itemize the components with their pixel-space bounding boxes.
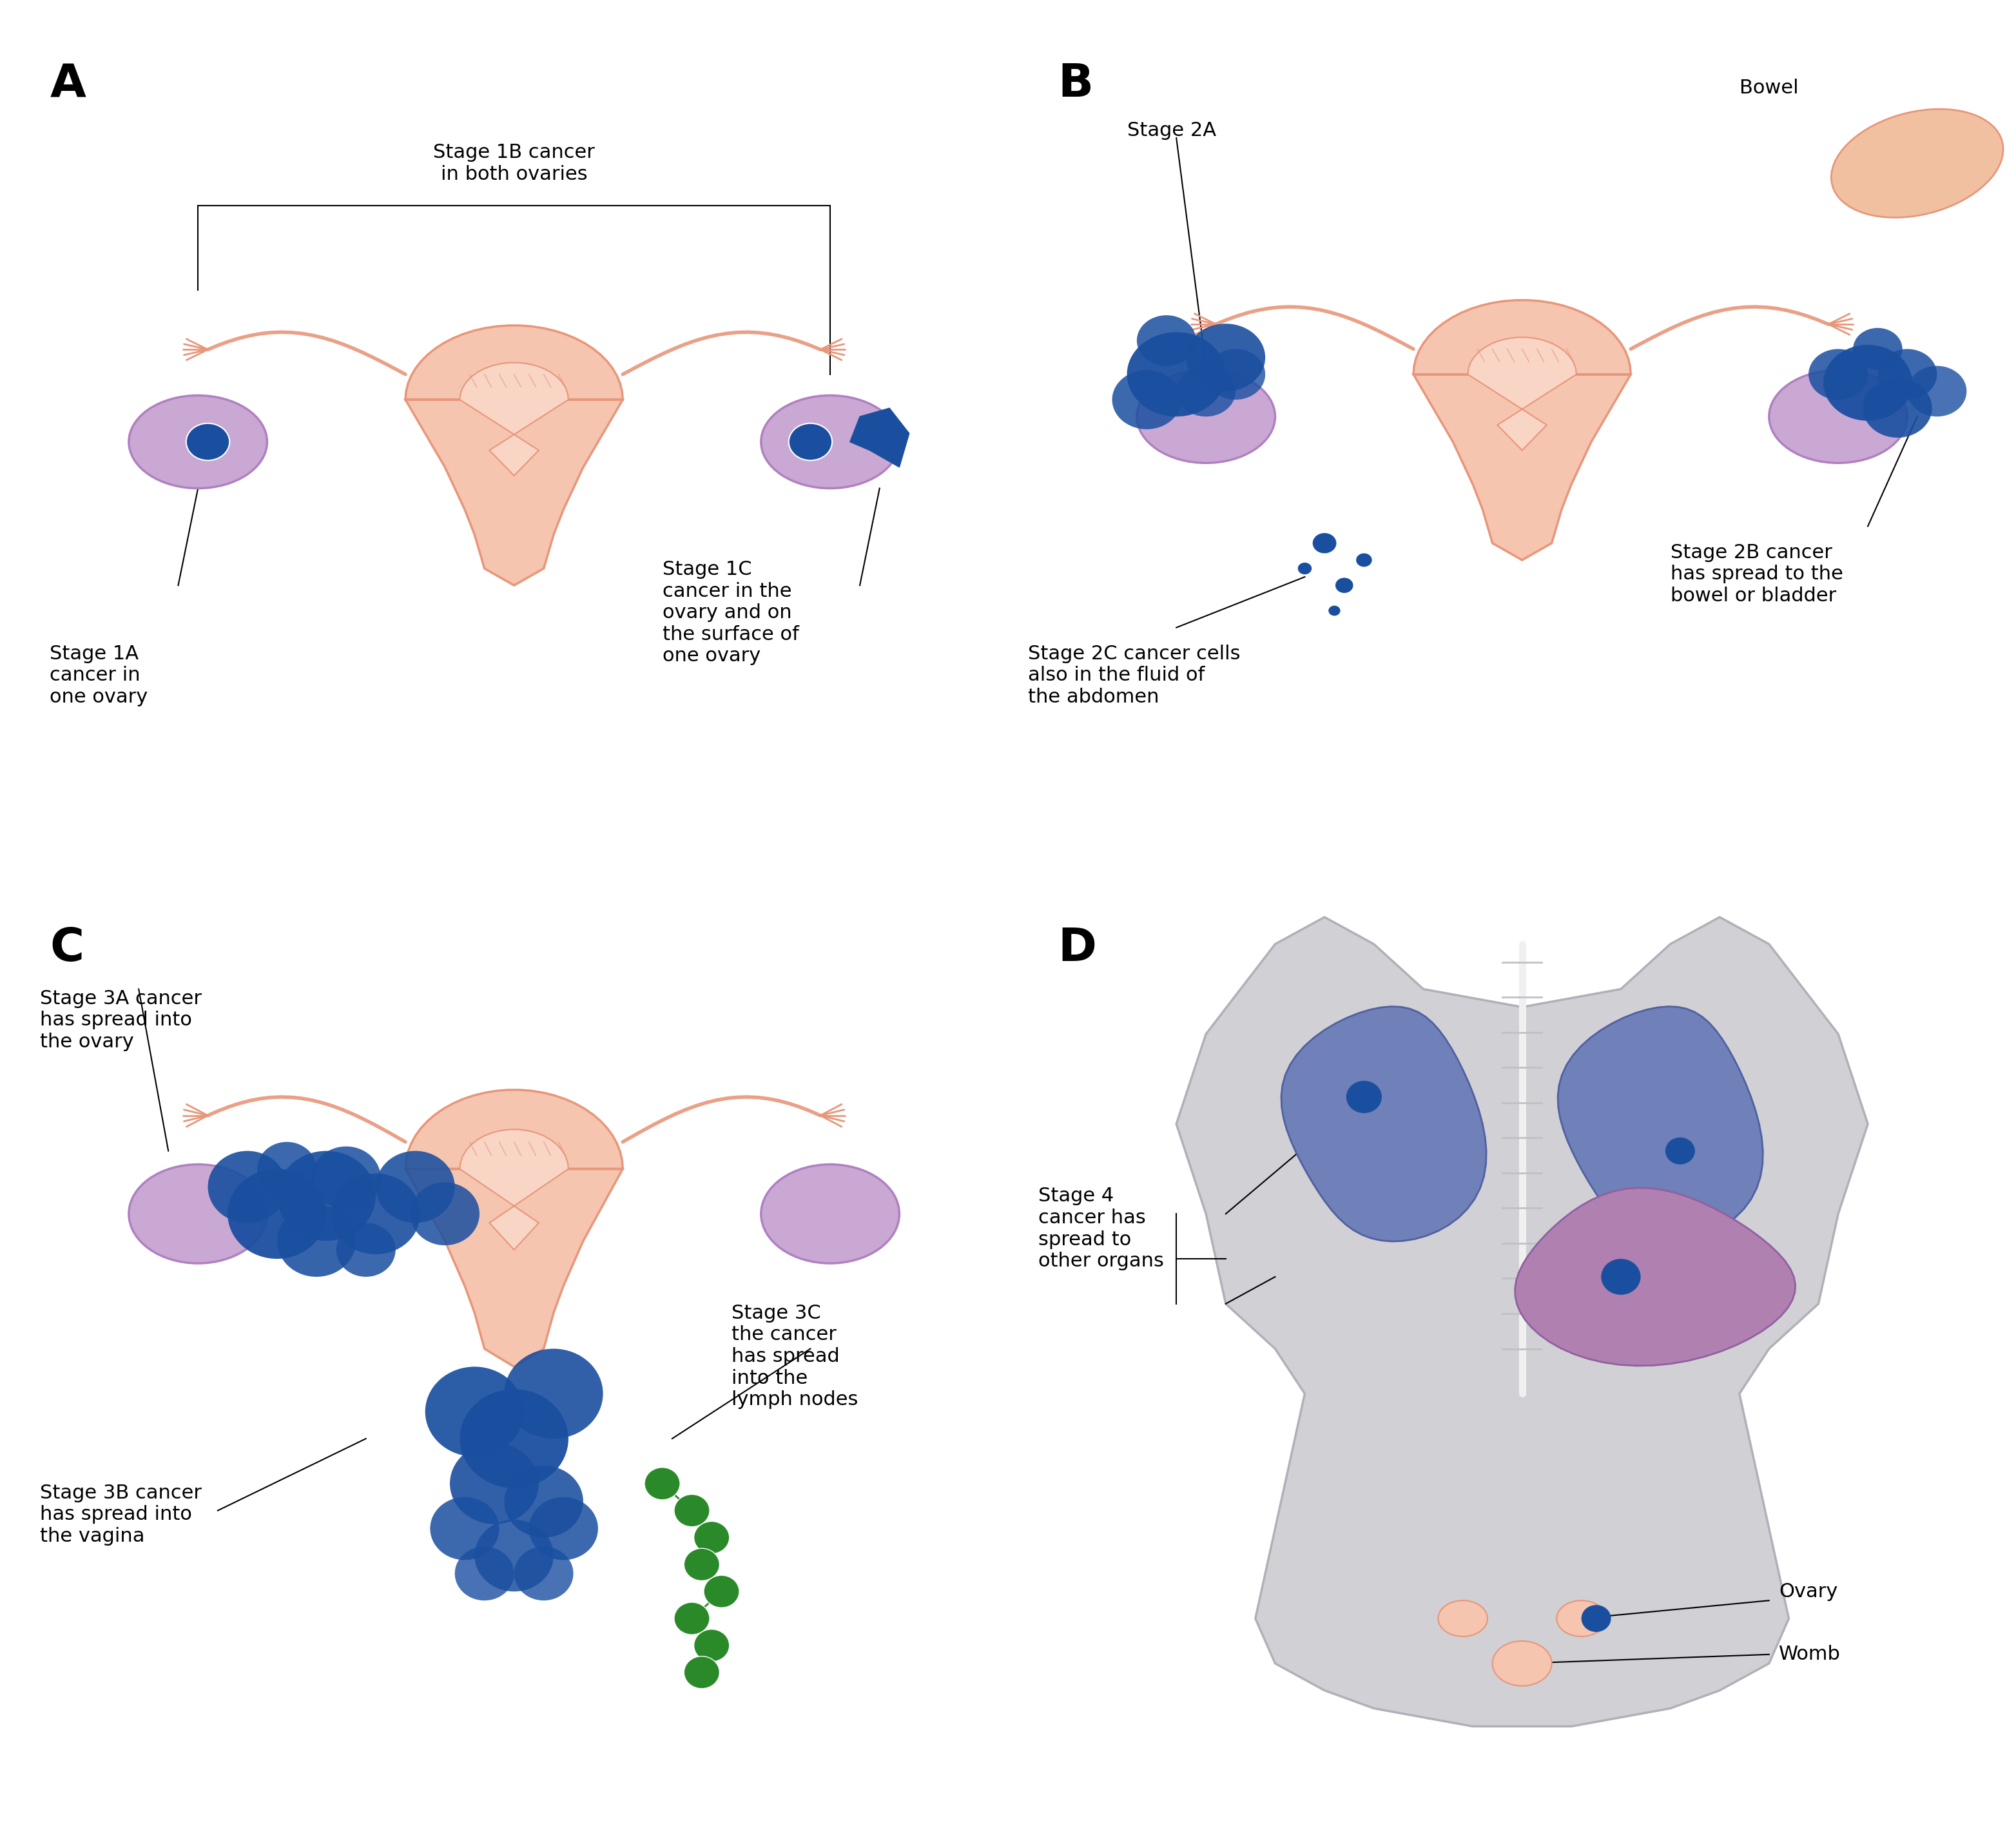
- Circle shape: [673, 1602, 710, 1635]
- Circle shape: [1665, 1138, 1695, 1165]
- Text: Ovary: Ovary: [1778, 1582, 1839, 1600]
- Circle shape: [1907, 365, 1968, 417]
- Polygon shape: [405, 1090, 623, 1367]
- Circle shape: [694, 1521, 730, 1554]
- Circle shape: [1335, 578, 1353, 593]
- Ellipse shape: [129, 396, 268, 488]
- Circle shape: [258, 1141, 317, 1196]
- Polygon shape: [1413, 301, 1631, 560]
- Text: Stage 1B cancer
in both ovaries: Stage 1B cancer in both ovaries: [433, 143, 595, 184]
- Ellipse shape: [129, 1165, 268, 1262]
- Circle shape: [331, 1173, 419, 1255]
- Text: D: D: [1058, 927, 1097, 971]
- Ellipse shape: [1137, 371, 1276, 462]
- Circle shape: [1177, 365, 1236, 417]
- Circle shape: [1808, 349, 1869, 400]
- Text: Stage 3C
the cancer
has spread
into the
lymph nodes: Stage 3C the cancer has spread into the …: [732, 1303, 859, 1409]
- Circle shape: [450, 1442, 538, 1525]
- Polygon shape: [1282, 1006, 1486, 1242]
- Circle shape: [1206, 349, 1266, 400]
- Text: Stage 2C cancer cells
also in the fluid of
the abdomen: Stage 2C cancer cells also in the fluid …: [1028, 644, 1240, 706]
- Circle shape: [1347, 1081, 1381, 1114]
- Ellipse shape: [1492, 1640, 1552, 1686]
- Ellipse shape: [762, 1165, 899, 1262]
- Circle shape: [788, 424, 833, 461]
- Text: Stage 2A: Stage 2A: [1127, 121, 1216, 139]
- Circle shape: [1185, 323, 1266, 391]
- Circle shape: [375, 1151, 456, 1222]
- Circle shape: [1581, 1606, 1611, 1631]
- Polygon shape: [851, 407, 909, 468]
- Polygon shape: [405, 325, 623, 585]
- Circle shape: [460, 1389, 569, 1488]
- Circle shape: [276, 1206, 357, 1277]
- Text: A: A: [50, 62, 87, 106]
- Circle shape: [1137, 316, 1195, 365]
- Ellipse shape: [1831, 108, 2004, 218]
- Text: Womb: Womb: [1778, 1646, 1841, 1664]
- Circle shape: [694, 1629, 730, 1663]
- Circle shape: [1329, 606, 1341, 617]
- Circle shape: [337, 1222, 395, 1277]
- Circle shape: [411, 1182, 480, 1246]
- Ellipse shape: [1770, 371, 1907, 462]
- Circle shape: [1822, 345, 1913, 420]
- Circle shape: [1357, 554, 1373, 567]
- Circle shape: [504, 1349, 603, 1439]
- Circle shape: [528, 1497, 599, 1560]
- Text: B: B: [1058, 62, 1093, 106]
- Circle shape: [683, 1549, 720, 1580]
- Circle shape: [504, 1466, 583, 1538]
- Circle shape: [456, 1547, 514, 1600]
- Circle shape: [1113, 371, 1181, 429]
- Circle shape: [312, 1147, 381, 1209]
- Circle shape: [1312, 532, 1337, 554]
- Polygon shape: [1177, 918, 1869, 1727]
- Circle shape: [185, 424, 230, 461]
- Ellipse shape: [762, 396, 899, 488]
- Ellipse shape: [1556, 1600, 1607, 1637]
- Circle shape: [429, 1497, 500, 1560]
- Circle shape: [683, 1657, 720, 1688]
- Circle shape: [514, 1547, 573, 1600]
- Circle shape: [704, 1574, 740, 1607]
- Text: C: C: [50, 927, 85, 971]
- Circle shape: [1298, 563, 1312, 574]
- Polygon shape: [460, 1130, 569, 1250]
- Polygon shape: [1558, 1006, 1762, 1242]
- Text: Stage 4
cancer has
spread to
other organs: Stage 4 cancer has spread to other organ…: [1038, 1187, 1163, 1270]
- Circle shape: [425, 1367, 524, 1457]
- Text: Stage 3A cancer
has spread into
the ovary: Stage 3A cancer has spread into the ovar…: [40, 989, 202, 1051]
- Circle shape: [1601, 1259, 1641, 1296]
- Circle shape: [474, 1519, 554, 1591]
- Text: Bowel: Bowel: [1740, 79, 1798, 97]
- Text: Stage 1C
cancer in the
ovary and on
the surface of
one ovary: Stage 1C cancer in the ovary and on the …: [663, 560, 798, 666]
- Polygon shape: [1514, 1187, 1796, 1365]
- Circle shape: [673, 1494, 710, 1527]
- Polygon shape: [1468, 338, 1577, 450]
- Circle shape: [208, 1151, 286, 1222]
- Text: Stage 3B cancer
has spread into
the vagina: Stage 3B cancer has spread into the vagi…: [40, 1483, 202, 1545]
- Ellipse shape: [1437, 1600, 1488, 1637]
- Circle shape: [1127, 332, 1226, 417]
- Text: Stage 1A
cancer in
one ovary: Stage 1A cancer in one ovary: [50, 644, 147, 706]
- Text: Stage 2B cancer
has spread to the
bowel or bladder: Stage 2B cancer has spread to the bowel …: [1671, 543, 1843, 606]
- Circle shape: [1853, 328, 1903, 371]
- Circle shape: [228, 1169, 327, 1259]
- Circle shape: [1877, 349, 1937, 400]
- Circle shape: [645, 1468, 679, 1499]
- Circle shape: [276, 1151, 375, 1240]
- Circle shape: [1863, 378, 1931, 439]
- Polygon shape: [460, 363, 569, 475]
